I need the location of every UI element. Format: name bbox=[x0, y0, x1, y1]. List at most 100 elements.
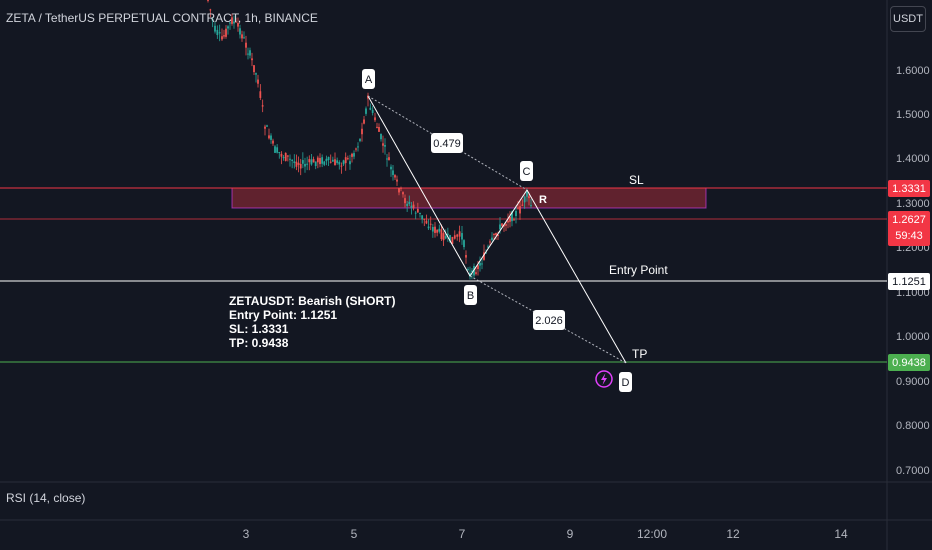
candle-body bbox=[442, 233, 445, 241]
candle-body bbox=[440, 229, 443, 240]
candle-body bbox=[429, 223, 432, 225]
candle-body bbox=[247, 53, 249, 55]
candle-body bbox=[338, 162, 341, 165]
candle-body bbox=[386, 158, 388, 160]
candle-body bbox=[214, 25, 216, 32]
candle-body bbox=[485, 252, 487, 254]
candle-body bbox=[487, 246, 489, 248]
point-a-badge[interactable] bbox=[362, 69, 375, 89]
candle-body bbox=[408, 201, 411, 204]
candle-body bbox=[319, 158, 321, 165]
candle-body bbox=[378, 127, 380, 132]
time-tick: 9 bbox=[567, 527, 574, 541]
candle-body bbox=[513, 219, 515, 221]
point-b-label: B bbox=[467, 290, 474, 302]
point-r-label: R bbox=[539, 194, 547, 206]
candle-body bbox=[505, 224, 507, 226]
candle-body bbox=[380, 133, 382, 140]
candle-body bbox=[467, 268, 469, 270]
ratio-ac-badge[interactable] bbox=[431, 133, 463, 153]
candle-body bbox=[264, 126, 266, 129]
tp-price-tag bbox=[888, 354, 930, 371]
candle-body bbox=[425, 220, 428, 224]
candle-body bbox=[227, 26, 229, 29]
candle-body bbox=[511, 211, 513, 222]
candle-body bbox=[400, 187, 402, 189]
candle-body bbox=[329, 161, 332, 163]
candle-body bbox=[475, 272, 477, 274]
point-a-label: A bbox=[365, 74, 373, 86]
candle-body bbox=[282, 157, 285, 159]
candle-body bbox=[369, 107, 372, 110]
chart-title[interactable]: ZETA / TetherUS PERPETUAL CONTRACT, 1h, … bbox=[6, 11, 318, 25]
candle-body bbox=[503, 225, 505, 227]
candlestick-series bbox=[207, 0, 532, 280]
candle-body bbox=[446, 233, 449, 235]
candle-body bbox=[489, 241, 491, 243]
candle-body bbox=[316, 157, 319, 163]
price-tick: 1.4000 bbox=[896, 153, 930, 165]
lightning-icon[interactable] bbox=[595, 370, 613, 388]
candle-body bbox=[340, 165, 343, 167]
point-d-badge[interactable] bbox=[619, 372, 632, 392]
candle-body bbox=[261, 105, 264, 107]
candle-body bbox=[253, 65, 255, 73]
candle-body bbox=[382, 143, 384, 146]
candle-body bbox=[257, 79, 259, 84]
candle-body bbox=[216, 29, 219, 36]
candle-body bbox=[438, 228, 441, 232]
candle-body bbox=[268, 135, 270, 139]
price-axis[interactable]: 1.6000 1.5000 1.4000 1.3000 1.2000 1.100… bbox=[896, 65, 930, 477]
time-tick: 5 bbox=[351, 527, 358, 541]
candle-body bbox=[295, 161, 298, 167]
candle-body bbox=[306, 163, 309, 165]
candle-body bbox=[249, 50, 251, 56]
candle-body bbox=[353, 153, 355, 157]
candle-body bbox=[239, 28, 241, 35]
candle-body bbox=[245, 42, 247, 48]
point-c-badge[interactable] bbox=[520, 161, 533, 181]
sl-text: SL bbox=[629, 173, 644, 187]
candle-body bbox=[280, 153, 283, 157]
sl-zone[interactable] bbox=[231, 187, 707, 209]
candle-body bbox=[528, 196, 530, 199]
candle-body bbox=[491, 237, 493, 240]
candle-body bbox=[349, 161, 351, 165]
tp-text: TP bbox=[632, 347, 647, 361]
candle-body bbox=[458, 231, 461, 237]
candle-body bbox=[304, 163, 306, 167]
candle-body bbox=[297, 162, 300, 165]
candle-body bbox=[523, 196, 526, 203]
ratio-bd-badge[interactable] bbox=[533, 310, 565, 330]
candle-body bbox=[235, 21, 237, 23]
candle-body bbox=[384, 145, 386, 147]
candle-body bbox=[233, 21, 235, 24]
candle-body bbox=[402, 192, 404, 195]
entry-price-value: 1.1251 bbox=[892, 276, 926, 288]
candle-body bbox=[344, 157, 347, 164]
candle-body bbox=[207, 0, 209, 1]
trade-info-line: SL: 1.3331 bbox=[229, 322, 289, 336]
ratio-ac-value: 0.479 bbox=[433, 138, 461, 150]
candle-body bbox=[465, 255, 467, 258]
candle-body bbox=[444, 236, 447, 239]
candle-body bbox=[410, 205, 413, 208]
rsi-indicator-label[interactable]: RSI (14, close) bbox=[6, 491, 86, 505]
candle-body bbox=[225, 28, 227, 37]
candle-body bbox=[289, 158, 291, 160]
candle-body bbox=[392, 170, 394, 175]
candle-body bbox=[334, 159, 336, 166]
point-b-badge[interactable] bbox=[464, 285, 477, 305]
candle-countdown: 59:43 bbox=[895, 230, 923, 242]
time-axis[interactable]: 3 5 7 9 12:00 12 14 bbox=[243, 527, 848, 541]
abcd-pattern[interactable] bbox=[367, 95, 627, 364]
candle-body bbox=[293, 161, 296, 164]
candle-body bbox=[453, 235, 456, 239]
price-tick: 1.5000 bbox=[896, 109, 930, 121]
candle-body bbox=[436, 229, 439, 233]
candle-body bbox=[519, 206, 521, 214]
price-tick: 1.0000 bbox=[896, 331, 930, 343]
candle-body bbox=[221, 36, 223, 40]
currency-button[interactable]: USDT bbox=[890, 6, 926, 32]
